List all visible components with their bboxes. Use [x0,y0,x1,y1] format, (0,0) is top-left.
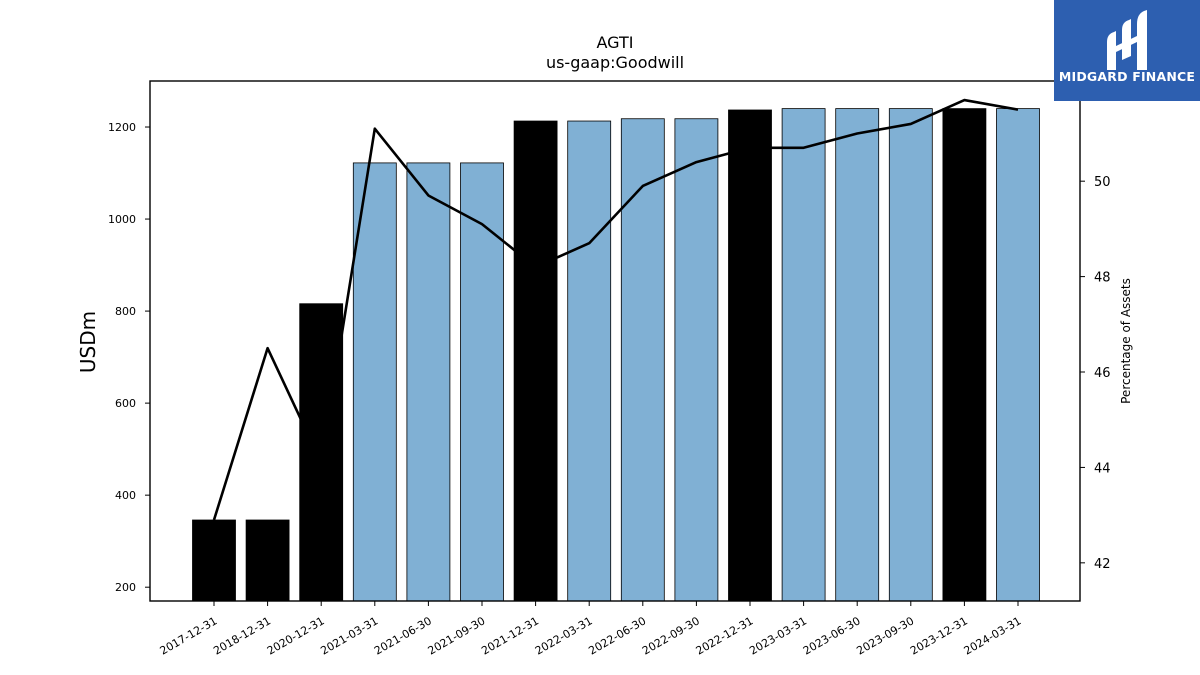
bar-2022-06-30 [620,118,665,602]
y2-tick-label: 46 [1094,366,1111,381]
x-tick-label: 2021-09-30 [426,614,488,657]
y2-tick-label: 48 [1094,271,1111,286]
bar-2023-03-31 [781,108,826,602]
x-tick-label: 2023-09-30 [854,614,916,657]
x-tick-label: 2023-03-31 [747,614,809,657]
x-axis-ticks: 2017-12-312018-12-312020-12-312021-03-31… [158,601,1024,658]
y2-axis-label: Percentage of Assets [1119,278,1133,404]
y-tick-label: 400 [115,489,136,502]
x-tick-label: 2024-03-31 [962,614,1024,657]
bar-2020-12-31 [299,303,344,602]
x-tick-label: 2022-09-30 [640,614,702,657]
x-tick-label: 2020-12-31 [265,614,327,657]
y2-tick-label: 44 [1094,461,1111,476]
chart-title: AGTI [597,33,634,52]
bar-2023-09-30 [888,108,933,602]
x-tick-label: 2021-12-31 [479,614,541,657]
bar-2022-09-30 [674,118,719,602]
bar-2021-09-30 [460,162,504,602]
bars-group [192,108,1040,602]
y-tick-label: 1000 [108,213,136,226]
percentage-line [212,98,1019,521]
y2-axis-ticks: 42 44 46 48 50 [1080,175,1111,572]
brand-name: MIDGARD FINANCE [1059,69,1195,84]
bar-2023-12-31 [942,108,987,602]
plot-frame [149,80,1081,602]
y-axis-label: USDm [76,311,100,373]
y-tick-label: 200 [115,581,136,594]
y-tick-label: 600 [115,397,136,410]
x-tick-label: 2023-12-31 [908,614,970,657]
bar-2017-12-31 [192,519,236,602]
x-tick-label: 2022-12-31 [694,614,756,657]
y2-tick-label: 42 [1094,557,1111,572]
x-tick-label: 2017-12-31 [158,614,220,657]
x-tick-label: 2021-06-30 [372,614,434,657]
bar-2021-03-31 [352,162,397,602]
bar-2022-03-31 [567,120,612,602]
bar-2023-06-30 [835,108,880,602]
y-axis-ticks: 200 400 600 800 1000 1200 [108,121,150,594]
y2-tick-label: 50 [1094,175,1111,190]
bar-2021-06-30 [406,162,451,602]
line-group [212,98,1019,521]
y-tick-label: 1200 [108,121,136,134]
x-tick-label: 2022-06-30 [586,614,648,657]
x-tick-label: 2018-12-31 [211,614,273,657]
brand-logo: MIDGARD FINANCE [1054,0,1200,101]
y-tick-label: 800 [115,305,136,318]
x-tick-label: 2021-03-31 [318,614,380,657]
bar-2021-12-31 [513,120,558,602]
bar-2018-12-31 [245,519,290,602]
midgard-m-logo-icon [1107,10,1147,70]
chart-subtitle: us-gaap:Goodwill [546,53,684,72]
bar-2022-12-31 [728,109,772,602]
bar-2024-03-31 [996,108,1040,602]
x-tick-label: 2023-06-30 [801,614,863,657]
x-tick-label: 2022-03-31 [533,614,595,657]
